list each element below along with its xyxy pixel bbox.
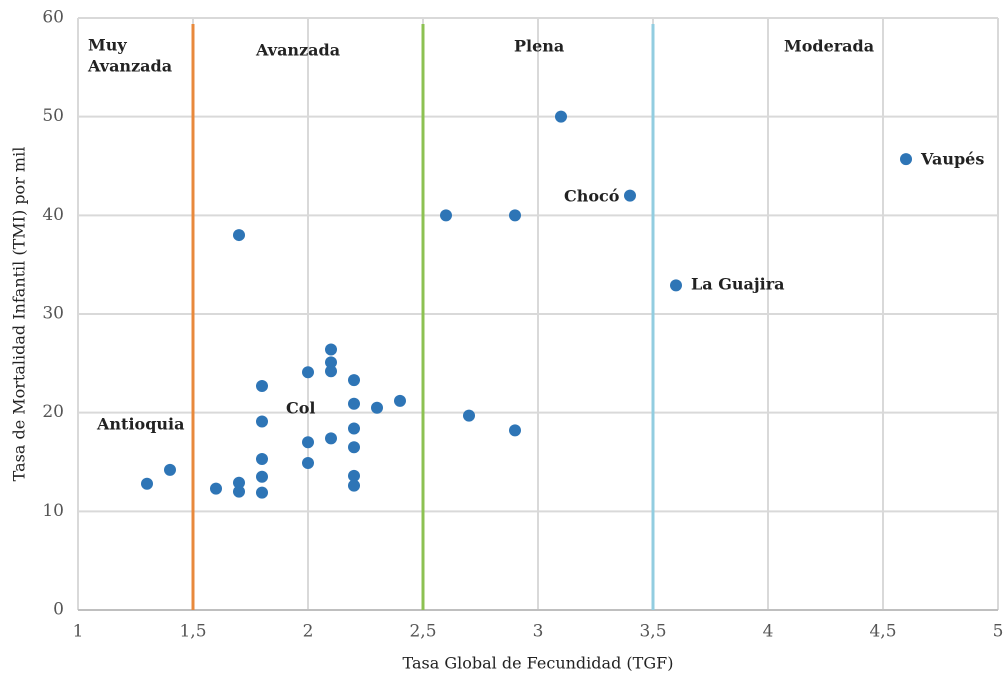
x-tick-label: 2 — [303, 622, 314, 642]
point — [302, 366, 314, 379]
point — [509, 209, 521, 222]
y-tick-label: 30 — [42, 304, 64, 324]
point — [509, 424, 521, 437]
point — [141, 477, 153, 490]
region-label: Plena — [514, 37, 564, 56]
x-tick-label: 3,5 — [639, 622, 666, 642]
annotation: Vaupés — [920, 150, 984, 169]
region-label: Avanzada — [87, 57, 172, 76]
y-tick-label: 10 — [42, 501, 64, 521]
point — [325, 432, 337, 445]
point — [256, 380, 268, 393]
point — [256, 486, 268, 499]
point — [233, 229, 245, 242]
point — [348, 374, 360, 387]
x-axis-title: Tasa Global de Fecundidad (TGF) — [403, 654, 674, 673]
annotation: Col — [286, 399, 315, 418]
y-tick-label: 20 — [42, 402, 64, 422]
annotation: Chocó — [564, 187, 620, 206]
point — [256, 415, 268, 428]
point — [624, 189, 636, 202]
x-tick-label: 3 — [533, 622, 544, 642]
point — [325, 343, 337, 356]
point — [394, 394, 406, 407]
point — [463, 409, 475, 422]
y-tick-label: 0 — [53, 600, 64, 620]
y-axis-title: Tasa de Mortalidad Infantil (TMI) por mi… — [10, 147, 29, 482]
point — [555, 110, 567, 123]
point — [210, 482, 222, 495]
point — [164, 463, 176, 476]
x-tick-label: 4 — [763, 622, 774, 642]
point — [256, 453, 268, 466]
point — [256, 470, 268, 483]
y-tick-label: 60 — [42, 8, 64, 28]
region-label: Moderada — [784, 37, 874, 56]
point — [325, 356, 337, 369]
point — [233, 485, 245, 498]
y-tick-label: 40 — [42, 205, 64, 225]
annotation: Antioquia — [96, 415, 184, 434]
point — [302, 436, 314, 449]
point — [900, 153, 912, 166]
point — [348, 422, 360, 435]
point — [233, 476, 245, 489]
point — [440, 209, 452, 222]
region-label: Avanzada — [255, 41, 340, 60]
y-tick-label: 50 — [42, 106, 64, 126]
x-tick-label: 1,5 — [179, 622, 206, 642]
point — [348, 441, 360, 454]
region-label: Muy — [88, 36, 127, 55]
x-tick-label: 5 — [993, 622, 1003, 642]
x-tick-label: 2,5 — [409, 622, 436, 642]
point — [348, 469, 360, 482]
point — [348, 397, 360, 410]
point — [670, 279, 682, 292]
point — [371, 401, 383, 414]
point — [302, 456, 314, 469]
x-tick-label: 4,5 — [869, 622, 896, 642]
annotation: La Guajira — [691, 275, 785, 294]
x-tick-label: 1 — [73, 622, 84, 642]
point — [348, 479, 360, 492]
point — [325, 365, 337, 378]
